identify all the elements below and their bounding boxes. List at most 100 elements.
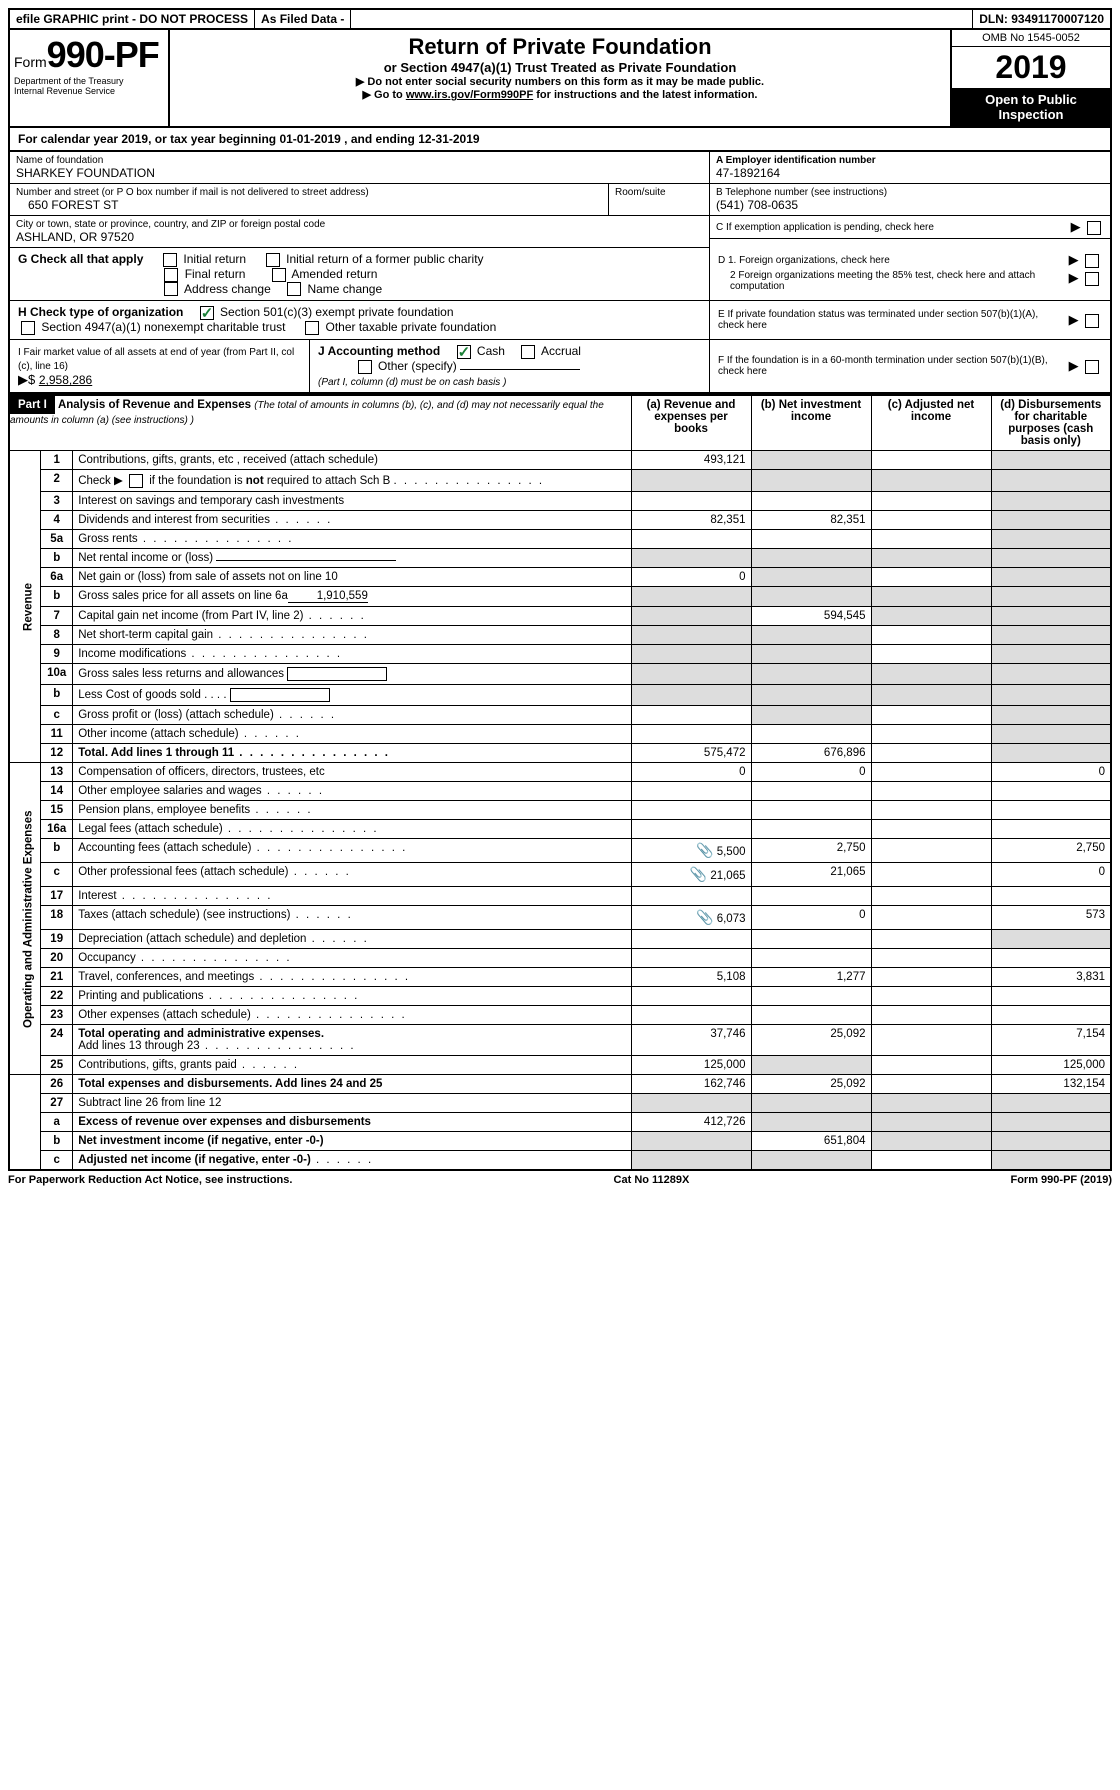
f-cell: F If the foundation is in a 60-month ter… <box>710 340 1110 392</box>
row-10c: cGross profit or (loss) (attach schedule… <box>9 706 1111 725</box>
row-1: Revenue 1 Contributions, gifts, grants, … <box>9 451 1111 470</box>
j-cash-checkbox[interactable] <box>457 345 471 359</box>
g-amended-checkbox[interactable] <box>272 268 286 282</box>
g-former-checkbox[interactable] <box>266 253 280 267</box>
row-20: 20Occupancy <box>9 949 1111 968</box>
c-cell: C If exemption application is pending, c… <box>710 216 1110 239</box>
row-16a: 16aLegal fees (attach schedule) <box>9 820 1111 839</box>
row-2: 2 Check ▶ if the foundation is not requi… <box>9 470 1111 492</box>
header-right: OMB No 1545-0052 2019 Open to Public Ins… <box>950 30 1110 126</box>
room-label: Room/suite <box>615 187 703 198</box>
row-19: 19Depreciation (attach schedule) and dep… <box>9 930 1111 949</box>
part1-table: Part I Analysis of Revenue and Expenses … <box>8 394 1112 1171</box>
inspection-box: Open to Public Inspection <box>952 88 1110 126</box>
row-27b: bNet investment income (if negative, ent… <box>9 1132 1111 1151</box>
row-6a: 6aNet gain or (loss) from sale of assets… <box>9 568 1111 587</box>
room-cell: Room/suite <box>609 184 709 216</box>
row-4: 4Dividends and interest from securities8… <box>9 511 1111 530</box>
j-label: J Accounting method <box>318 344 440 358</box>
as-filed: As Filed Data - <box>255 10 351 28</box>
d2-label: 2 Foreign organizations meeting the 85% … <box>718 270 1038 292</box>
form-title: Return of Private Foundation <box>178 34 942 60</box>
e-checkbox[interactable] <box>1085 314 1099 328</box>
revenue-side-label: Revenue <box>9 451 41 763</box>
footer-right: Form 990-PF (2019) <box>1010 1174 1112 1186</box>
col-c-header: (c) Adjusted net income <box>871 395 991 451</box>
row-25: 25Contributions, gifts, grants paid125,0… <box>9 1056 1111 1075</box>
col-a-header: (a) Revenue and expenses per books <box>631 395 751 451</box>
phone-value: (541) 708-0635 <box>716 198 1104 212</box>
i-cell: I Fair market value of all assets at end… <box>10 340 310 392</box>
c-arrow-check: ▶ <box>1071 219 1104 235</box>
form-number: 990-PF <box>47 34 159 75</box>
e-label: E If private foundation status was termi… <box>718 309 1048 331</box>
row-5a: 5aGross rents <box>9 530 1111 549</box>
col-d-header: (d) Disbursements for charitable purpose… <box>991 395 1111 451</box>
row-16b: bAccounting fees (attach schedule)📎 5,50… <box>9 839 1111 863</box>
row-7: 7Capital gain net income (from Part IV, … <box>9 607 1111 626</box>
row-24: 24Total operating and administrative exp… <box>9 1025 1111 1056</box>
row-9: 9Income modifications <box>9 645 1111 664</box>
expenses-side-label: Operating and Administrative Expenses <box>9 763 41 1075</box>
h-other-checkbox[interactable] <box>305 321 319 335</box>
row-16c: cOther professional fees (attach schedul… <box>9 863 1111 887</box>
header-left: Form990-PF Department of the Treasury In… <box>10 30 170 126</box>
addr-value: 650 FOREST ST <box>16 198 602 212</box>
part1-title: Analysis of Revenue and Expenses <box>58 399 251 411</box>
row-10a: 10aGross sales less returns and allowanc… <box>9 664 1111 685</box>
d2-checkbox[interactable] <box>1085 272 1099 286</box>
g-cell: G Check all that apply Initial return In… <box>10 248 710 300</box>
header-center: Return of Private Foundation or Section … <box>170 30 950 126</box>
ein-cell: A Employer identification number 47-1892… <box>710 152 1110 184</box>
footer-left: For Paperwork Reduction Act Notice, see … <box>8 1174 292 1186</box>
phone-label: B Telephone number (see instructions) <box>716 187 1104 198</box>
irs-link[interactable]: www.irs.gov/Form990PF <box>406 89 533 101</box>
attachment-icon[interactable]: 📎 <box>696 842 713 858</box>
dept-treasury: Department of the Treasury <box>14 76 164 86</box>
f-checkbox[interactable] <box>1085 360 1099 374</box>
h-501c3-checkbox[interactable] <box>200 306 214 320</box>
dln-label: DLN: <box>979 12 1008 26</box>
row-5b: bNet rental income or (loss) <box>9 549 1111 568</box>
c-checkbox[interactable] <box>1087 221 1101 235</box>
col-b-header: (b) Net investment income <box>751 395 871 451</box>
i-j-f-row: I Fair market value of all assets at end… <box>8 340 1112 394</box>
info-row-2: Number and street (or P O box number if … <box>8 184 1112 216</box>
row-15: 15Pension plans, employee benefits <box>9 801 1111 820</box>
j-cell: J Accounting method Cash Accrual Other (… <box>310 340 710 392</box>
e-cell: E If private foundation status was termi… <box>710 301 1110 339</box>
row-6b: bGross sales price for all assets on lin… <box>9 587 1111 607</box>
d1-checkbox[interactable] <box>1085 254 1099 268</box>
city-value: ASHLAND, OR 97520 <box>16 230 703 244</box>
row-17: 17Interest <box>9 887 1111 906</box>
top-bar: efile GRAPHIC print - DO NOT PROCESS As … <box>8 8 1112 30</box>
attachment-icon[interactable]: 📎 <box>696 909 713 925</box>
i-label: I Fair market value of all assets at end… <box>18 347 294 372</box>
g-name-checkbox[interactable] <box>287 282 301 296</box>
tax-year: 2019 <box>952 47 1110 88</box>
info-row-3: City or town, state or province, country… <box>8 216 1112 248</box>
dln-value: 93491170007120 <box>1011 12 1104 26</box>
city-cell: City or town, state or province, country… <box>10 216 709 248</box>
j-other-checkbox[interactable] <box>358 360 372 374</box>
g-initial-checkbox[interactable] <box>163 253 177 267</box>
attachment-icon[interactable]: 📎 <box>690 866 707 882</box>
row-11: 11Other income (attach schedule) <box>9 725 1111 744</box>
g-address-checkbox[interactable] <box>164 282 178 296</box>
row-12: 12Total. Add lines 1 through 11575,47267… <box>9 744 1111 763</box>
phone-cell: B Telephone number (see instructions) (5… <box>710 184 1110 216</box>
footer-mid: Cat No 11289X <box>614 1174 690 1186</box>
row-27: 27Subtract line 26 from line 12 <box>9 1094 1111 1113</box>
j-accrual-checkbox[interactable] <box>521 345 535 359</box>
row-14: 14Other employee salaries and wages <box>9 782 1111 801</box>
row-3: 3Interest on savings and temporary cash … <box>9 492 1111 511</box>
schb-checkbox[interactable] <box>129 474 143 488</box>
ein-value: 47-1892164 <box>716 166 1104 180</box>
h-4947-checkbox[interactable] <box>21 321 35 335</box>
g-final-checkbox[interactable] <box>164 268 178 282</box>
h-e-row: H Check type of organization Section 501… <box>8 301 1112 340</box>
dln-cell: DLN: 93491170007120 <box>973 10 1110 28</box>
i-value: 2,958,286 <box>39 373 92 387</box>
d1-label: D 1. Foreign organizations, check here <box>718 255 890 266</box>
info-row-1: Name of foundation SHARKEY FOUNDATION A … <box>8 152 1112 184</box>
